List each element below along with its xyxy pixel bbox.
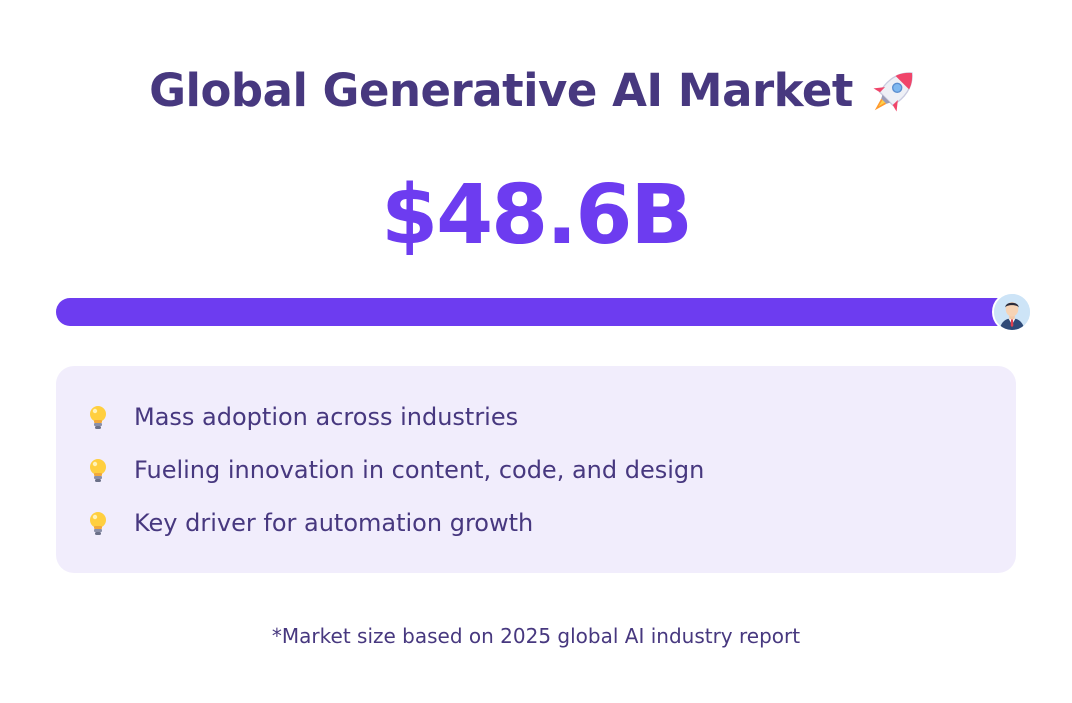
progress-bar: [56, 292, 1032, 332]
person-avatar-icon: [992, 292, 1032, 332]
highlights-list: Mass adoption across industries Fueling …: [84, 390, 704, 549]
footnote: *Market size based on 2025 global AI ind…: [271, 624, 801, 648]
list-item: Key driver for automation growth: [84, 496, 704, 549]
lightbulb-icon: [84, 456, 112, 484]
list-item-text: Fueling innovation in content, code, and…: [134, 455, 705, 484]
page-title: Global Generative AI Market: [149, 64, 853, 117]
list-item-text: Key driver for automation growth: [134, 508, 534, 537]
progress-fill: [56, 298, 1012, 326]
lightbulb-icon: [84, 403, 112, 431]
list-item: Mass adoption across industries: [84, 390, 704, 443]
list-item-text: Mass adoption across industries: [134, 402, 519, 431]
market-size-value: $48.6B: [381, 168, 693, 263]
highlights-panel: Mass adoption across industries Fueling …: [56, 366, 1016, 573]
rocket-icon: [865, 62, 923, 120]
title-row: Global Generative AI Market: [0, 56, 1072, 126]
list-item: Fueling innovation in content, code, and…: [84, 443, 704, 496]
lightbulb-icon: [84, 509, 112, 537]
